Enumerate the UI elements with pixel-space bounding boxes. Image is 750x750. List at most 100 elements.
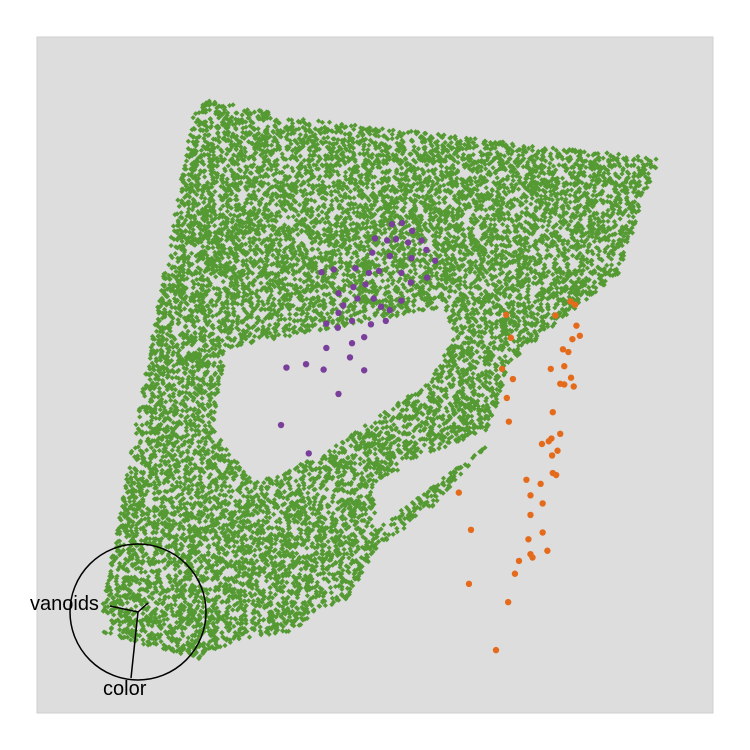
data-point-green — [370, 532, 376, 538]
data-point-green — [172, 387, 179, 393]
data-point-green — [471, 452, 478, 459]
data-point-green — [420, 277, 426, 283]
data-point-green — [417, 279, 424, 285]
data-point-green — [201, 135, 207, 141]
data-point-green — [326, 470, 332, 476]
data-point-green — [171, 402, 177, 409]
data-point-green — [508, 252, 514, 259]
data-point-green — [244, 314, 250, 320]
data-point-green — [211, 285, 217, 291]
data-point-green — [173, 613, 179, 619]
data-point-green — [435, 149, 441, 155]
data-point-green — [586, 284, 592, 291]
data-point-green — [131, 501, 137, 507]
data-point-green — [219, 452, 225, 458]
data-point-green — [271, 497, 277, 503]
data-point-green — [412, 391, 418, 398]
data-point-green — [415, 416, 421, 422]
data-point-green — [337, 564, 343, 571]
data-point-green — [326, 563, 332, 570]
data-point-green — [324, 311, 331, 317]
data-point-green — [354, 253, 360, 259]
data-point-green — [130, 519, 136, 525]
data-point-green — [559, 175, 566, 181]
data-point-green — [190, 227, 196, 233]
data-point-green — [300, 559, 306, 565]
data-point-green — [401, 311, 407, 317]
data-point-green — [417, 274, 423, 280]
data-point-green — [273, 518, 280, 525]
data-point-green — [296, 136, 302, 142]
data-point-green — [256, 219, 262, 225]
data-point-green — [105, 581, 111, 587]
data-point-green — [389, 135, 395, 142]
data-point-green — [464, 295, 470, 301]
data-point-green — [192, 334, 199, 341]
data-point-green — [234, 197, 240, 203]
data-point-green — [451, 321, 457, 327]
data-point-green — [341, 183, 347, 189]
data-point-green — [408, 446, 415, 452]
data-point-green — [197, 325, 203, 331]
data-point-green — [403, 230, 410, 236]
data-point-green — [242, 291, 249, 297]
data-point-green — [148, 370, 155, 377]
data-point-green — [335, 247, 341, 253]
data-point-green — [300, 189, 306, 196]
data-point-green — [151, 479, 157, 486]
data-point-green — [299, 536, 305, 543]
data-point-green — [404, 308, 410, 314]
data-point-green — [502, 320, 508, 327]
data-point-green — [555, 296, 561, 302]
data-point-green — [437, 252, 443, 259]
data-point-green — [500, 221, 506, 227]
data-point-green — [244, 174, 250, 180]
data-point-green — [333, 229, 339, 235]
data-point-green — [326, 242, 332, 249]
data-point-green — [259, 299, 265, 305]
data-point-green — [466, 425, 473, 431]
data-point-green — [308, 274, 314, 280]
data-point-green — [503, 191, 509, 198]
data-point-green — [233, 502, 239, 508]
data-point-green — [178, 300, 184, 306]
data-point-green — [167, 282, 173, 288]
data-point-green — [499, 284, 505, 290]
data-point-green — [233, 222, 239, 228]
data-point-green — [169, 608, 175, 615]
data-point-green — [120, 564, 126, 570]
data-point-green — [380, 222, 386, 228]
data-point-green — [133, 510, 139, 516]
data-point-green — [405, 448, 412, 454]
data-point-green — [387, 443, 394, 449]
data-point-green — [389, 131, 395, 137]
data-point-green — [380, 152, 386, 158]
data-point-green — [494, 189, 500, 195]
data-point-green — [490, 197, 496, 203]
data-point-green — [173, 268, 179, 275]
data-point-green — [189, 582, 195, 588]
data-point-green — [352, 522, 358, 528]
data-point-green — [258, 217, 264, 224]
data-point-green — [600, 155, 606, 161]
data-point-green — [169, 367, 175, 373]
data-point-green — [572, 161, 578, 167]
data-point-green — [596, 275, 603, 282]
data-point-green — [407, 517, 413, 523]
data-point-green — [409, 499, 416, 506]
data-point-green — [288, 542, 294, 548]
data-point-green — [136, 480, 142, 487]
data-point-green — [211, 409, 217, 415]
data-point-green — [334, 220, 340, 226]
data-point-green — [483, 395, 490, 401]
data-point-green — [578, 271, 585, 277]
data-point-green — [297, 153, 303, 159]
data-point-green — [184, 500, 190, 506]
data-point-green — [264, 142, 271, 148]
data-point-green — [283, 208, 289, 214]
data-point-green — [508, 216, 515, 223]
data-point-green — [167, 528, 173, 534]
data-point-green — [425, 489, 432, 495]
data-point-green — [139, 508, 145, 515]
data-point-green — [305, 197, 311, 203]
